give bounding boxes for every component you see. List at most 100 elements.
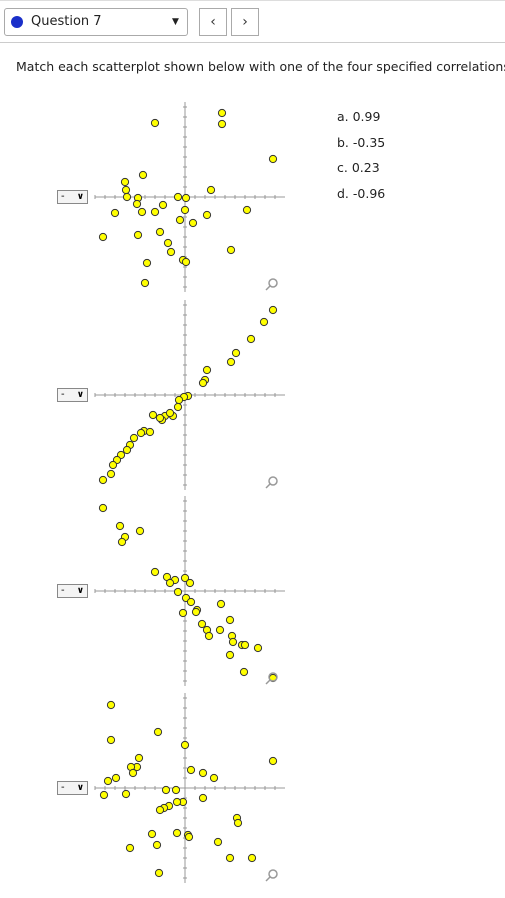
correlation-select[interactable]: - ∨ <box>57 584 88 598</box>
scatter-point <box>117 537 127 547</box>
scatter-point <box>125 843 135 853</box>
scatter-point <box>150 567 160 577</box>
status-dot <box>11 16 23 28</box>
scatter-point <box>185 578 195 588</box>
scatter-point <box>180 573 190 583</box>
scatter-point <box>240 640 250 650</box>
scatter-point <box>226 357 236 367</box>
scatter-point <box>132 199 142 209</box>
scatter-point <box>173 192 183 202</box>
scatter-point <box>174 395 184 405</box>
scatter-point <box>155 227 165 237</box>
scatter-point <box>231 348 241 358</box>
scatter-point <box>186 765 196 775</box>
scatter-point <box>181 257 191 267</box>
select-arrow: ∨ <box>76 586 84 596</box>
scatter-point <box>153 727 163 737</box>
scatter-point <box>253 643 263 653</box>
scatter-point <box>106 735 116 745</box>
scatter-point <box>155 805 165 815</box>
scatter-point <box>225 650 235 660</box>
scatter-point <box>206 185 216 195</box>
option-label: a. 0.99 <box>337 109 381 124</box>
select-value: - <box>61 585 65 596</box>
zoom-icon <box>265 869 278 882</box>
scatter-point <box>150 118 160 128</box>
scatter-point <box>226 245 236 255</box>
scatter-point <box>121 789 131 799</box>
scatter-point <box>128 768 138 778</box>
scatter-point <box>148 410 158 420</box>
scatter-point <box>202 210 212 220</box>
select-value: - <box>61 782 65 793</box>
scatter-point <box>121 185 131 195</box>
scatter-point <box>188 218 198 228</box>
scatter-point <box>217 108 227 118</box>
question-select[interactable] <box>4 8 188 36</box>
scatter-point <box>108 460 118 470</box>
scatter-point <box>98 232 108 242</box>
scatter-point <box>215 625 225 635</box>
zoom-icon <box>265 476 278 489</box>
scatter-point <box>165 408 175 418</box>
scatter-point <box>184 832 194 842</box>
scatter-point <box>213 837 223 847</box>
option-label: c. 0.23 <box>337 160 380 175</box>
scatter-point <box>147 829 157 839</box>
scatter-point <box>228 637 238 647</box>
question-label: Question 7 <box>31 14 102 29</box>
scatter-point <box>204 631 214 641</box>
scatter-point <box>202 365 212 375</box>
scatter-point <box>99 790 109 800</box>
instruction: Match each scatterplot shown below with … <box>16 59 505 74</box>
scatter-point <box>225 853 235 863</box>
scatter-point <box>165 578 175 588</box>
scatter-point <box>259 317 269 327</box>
correlation-select[interactable]: - ∨ <box>57 388 88 402</box>
scatter-point <box>142 258 152 268</box>
scatter-point <box>155 413 165 423</box>
scatter-point <box>133 230 143 240</box>
scatter-point <box>158 200 168 210</box>
select-arrow: ∨ <box>76 192 84 202</box>
scatter-point <box>246 334 256 344</box>
scatter-point <box>103 776 113 786</box>
scatter-point <box>198 793 208 803</box>
scatter-point <box>137 207 147 217</box>
next-button[interactable]: › <box>231 8 259 36</box>
scatter-point <box>180 205 190 215</box>
scatter-point <box>115 521 125 531</box>
scatter-point <box>154 868 164 878</box>
top-bar <box>0 0 505 43</box>
scatter-point <box>233 818 243 828</box>
zoom-icon <box>265 672 278 685</box>
correlation-select[interactable]: - ∨ <box>57 781 88 795</box>
scatter-point <box>198 768 208 778</box>
scatter-point <box>110 208 120 218</box>
scatter-point <box>145 427 155 437</box>
scatter-point <box>98 475 108 485</box>
scatter-point <box>134 753 144 763</box>
scatter-point <box>247 853 257 863</box>
scatter-point <box>163 238 173 248</box>
scatter-point <box>239 667 249 677</box>
scatter-point <box>197 619 207 629</box>
scatter-point <box>191 607 201 617</box>
scatter-point <box>242 205 252 215</box>
scatter-point <box>129 433 139 443</box>
scatter-point <box>172 797 182 807</box>
scatter-point <box>178 608 188 618</box>
scatter-point <box>135 526 145 536</box>
scatter-point <box>98 503 108 513</box>
prev-button[interactable]: ‹ <box>199 8 227 36</box>
correlation-select[interactable]: - ∨ <box>57 190 88 204</box>
scatter-point <box>138 170 148 180</box>
scatter-point <box>268 154 278 164</box>
scatter-point <box>172 828 182 838</box>
scatter-point <box>150 207 160 217</box>
option-label: d. -0.96 <box>337 185 386 201</box>
scatter-point <box>209 773 219 783</box>
select-value: - <box>61 389 65 400</box>
